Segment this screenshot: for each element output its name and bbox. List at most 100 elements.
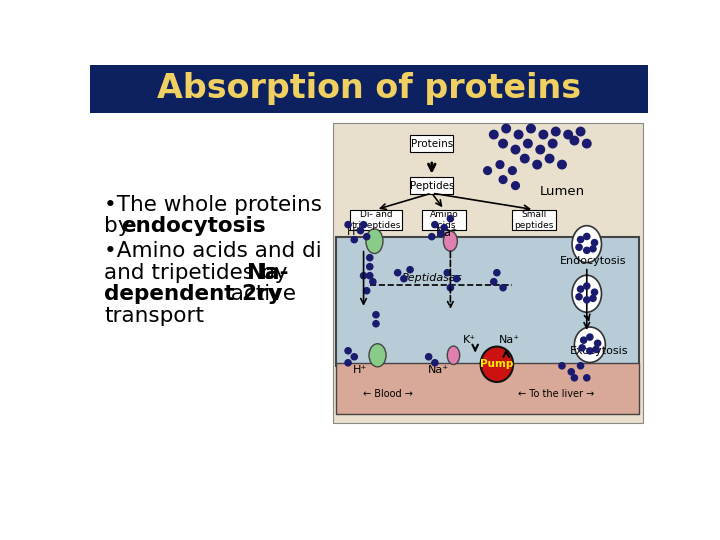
Text: Na⁺: Na⁺	[436, 226, 459, 239]
Circle shape	[438, 231, 444, 237]
Ellipse shape	[572, 226, 601, 262]
Circle shape	[584, 247, 590, 253]
Circle shape	[447, 215, 454, 222]
Circle shape	[571, 375, 577, 381]
Text: Peptides: Peptides	[410, 180, 454, 191]
Circle shape	[587, 334, 593, 340]
Text: Endocytosis: Endocytosis	[559, 255, 626, 266]
Text: •The whole proteins: •The whole proteins	[104, 195, 322, 215]
Bar	[336, 363, 639, 414]
Circle shape	[577, 363, 584, 369]
Circle shape	[428, 234, 435, 240]
Text: Di- and
tripeptides: Di- and tripeptides	[351, 211, 400, 230]
Circle shape	[484, 167, 492, 174]
Circle shape	[539, 130, 548, 139]
Text: K⁺: K⁺	[462, 335, 475, 345]
Circle shape	[577, 286, 584, 292]
Circle shape	[579, 345, 585, 351]
Circle shape	[527, 124, 535, 133]
Text: by: by	[104, 217, 138, 237]
Circle shape	[373, 312, 379, 318]
Text: Na⁺: Na⁺	[499, 335, 520, 345]
Text: Lumen: Lumen	[539, 185, 585, 198]
Bar	[336, 237, 639, 366]
Bar	[423, 211, 466, 230]
Text: Na⁺: Na⁺	[428, 365, 449, 375]
Circle shape	[508, 167, 516, 174]
Circle shape	[357, 227, 364, 234]
Circle shape	[364, 288, 370, 294]
Circle shape	[584, 233, 590, 240]
Circle shape	[591, 289, 598, 295]
Bar	[333, 123, 642, 423]
Circle shape	[512, 182, 519, 190]
Ellipse shape	[369, 344, 386, 367]
Text: •Amino acids and di: •Amino acids and di	[104, 241, 322, 261]
Circle shape	[366, 273, 373, 279]
Ellipse shape	[575, 327, 606, 362]
Text: active: active	[224, 284, 296, 304]
Circle shape	[536, 145, 544, 154]
Ellipse shape	[572, 275, 601, 312]
Circle shape	[432, 221, 438, 228]
Bar	[410, 136, 454, 152]
Circle shape	[494, 269, 500, 276]
Circle shape	[591, 240, 598, 246]
Circle shape	[351, 237, 357, 243]
Circle shape	[584, 297, 590, 303]
Circle shape	[351, 354, 357, 360]
Circle shape	[370, 279, 376, 285]
Text: endocytosis: endocytosis	[121, 217, 266, 237]
Circle shape	[366, 254, 373, 261]
Ellipse shape	[447, 346, 459, 364]
Circle shape	[395, 269, 401, 276]
Circle shape	[521, 154, 529, 163]
Circle shape	[500, 285, 506, 291]
Text: Amino
acids: Amino acids	[430, 211, 459, 230]
Circle shape	[345, 348, 351, 354]
Circle shape	[496, 161, 504, 168]
Ellipse shape	[366, 229, 383, 253]
Text: Na-: Na-	[248, 262, 289, 283]
Circle shape	[545, 154, 554, 163]
Circle shape	[432, 360, 438, 366]
Text: Small
peptides: Small peptides	[514, 211, 554, 230]
Ellipse shape	[480, 347, 513, 382]
Text: dependent 2ry: dependent 2ry	[104, 284, 282, 304]
Circle shape	[549, 139, 557, 148]
Circle shape	[401, 275, 407, 282]
Circle shape	[576, 127, 585, 136]
Circle shape	[345, 360, 351, 366]
Circle shape	[590, 246, 596, 252]
Circle shape	[523, 139, 532, 148]
Circle shape	[447, 285, 454, 291]
Circle shape	[364, 234, 370, 240]
Circle shape	[444, 269, 451, 276]
Text: H⁺: H⁺	[347, 227, 361, 237]
Circle shape	[366, 264, 373, 270]
Circle shape	[576, 294, 582, 300]
Circle shape	[499, 176, 507, 184]
Circle shape	[499, 139, 508, 148]
Circle shape	[582, 139, 591, 148]
Circle shape	[558, 160, 566, 169]
Text: Peptidases: Peptidases	[402, 273, 462, 283]
Circle shape	[441, 225, 447, 231]
Circle shape	[361, 221, 366, 228]
Bar	[350, 211, 402, 230]
Bar	[513, 211, 556, 230]
Text: H⁺: H⁺	[354, 365, 368, 375]
Circle shape	[533, 160, 541, 169]
Circle shape	[584, 375, 590, 381]
Circle shape	[345, 221, 351, 228]
Circle shape	[407, 267, 413, 273]
Circle shape	[502, 124, 510, 133]
Ellipse shape	[444, 231, 457, 251]
Circle shape	[587, 348, 593, 354]
Text: ← To the liver →: ← To the liver →	[518, 389, 594, 399]
Text: Pump: Pump	[480, 359, 513, 369]
Bar	[90, 112, 648, 481]
Circle shape	[514, 130, 523, 139]
Circle shape	[590, 295, 596, 301]
Circle shape	[373, 321, 379, 327]
